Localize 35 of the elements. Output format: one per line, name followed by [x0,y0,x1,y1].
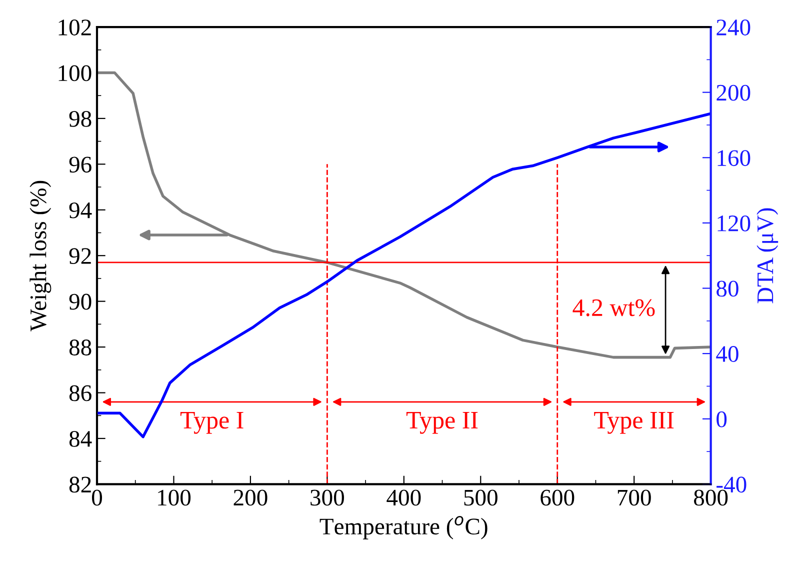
line-series [97,112,711,438]
y-axis-title: Weight loss (%) [30,180,52,332]
y2-tick-label: 160 [718,150,750,166]
annotation: Type I [180,412,244,434]
y2-tick-label: 120 [718,215,750,232]
x-tick-label: 300 [310,490,344,506]
annotation: Type III [594,412,674,434]
y-tick-label: 86 [69,385,92,402]
y-tick-label: 96 [69,156,92,173]
annotation: 4.2 wt% [572,299,655,316]
x-tick-label: 100 [158,490,191,506]
x-tick-label: 600 [540,490,574,506]
y-tick-label: 82 [69,476,91,493]
x-tick-label: 400 [386,490,421,506]
y2-tick-label: 40 [716,346,738,362]
y-tick-label: 90 [69,294,92,310]
y-tick-label: 94 [69,202,92,218]
y-tick-label: 100 [58,65,92,82]
x-tick-label: 500 [464,490,498,506]
y2-tick-label: 80 [716,280,738,297]
line-series [97,71,711,359]
annotation: Type II [406,412,478,434]
x-tick-label: 0 [92,490,102,506]
y-tick-label: 102 [58,20,91,36]
y2-tick-label: 200 [716,84,750,101]
y-tick-label: 98 [69,110,92,127]
y-tick-label: 92 [69,248,91,264]
y-tick-label: 88 [69,340,92,356]
y2-tick-label: 0 [716,411,727,428]
y2-axis-title: DTA (μV) [756,208,778,304]
x-axis-title: Temperature ($^{o}$C) [320,516,488,540]
y-tick-label: 84 [69,430,92,447]
y2-tick-label: 240 [716,20,750,36]
x-tick-label: 700 [618,490,651,506]
x-tick-label: 200 [234,490,268,506]
